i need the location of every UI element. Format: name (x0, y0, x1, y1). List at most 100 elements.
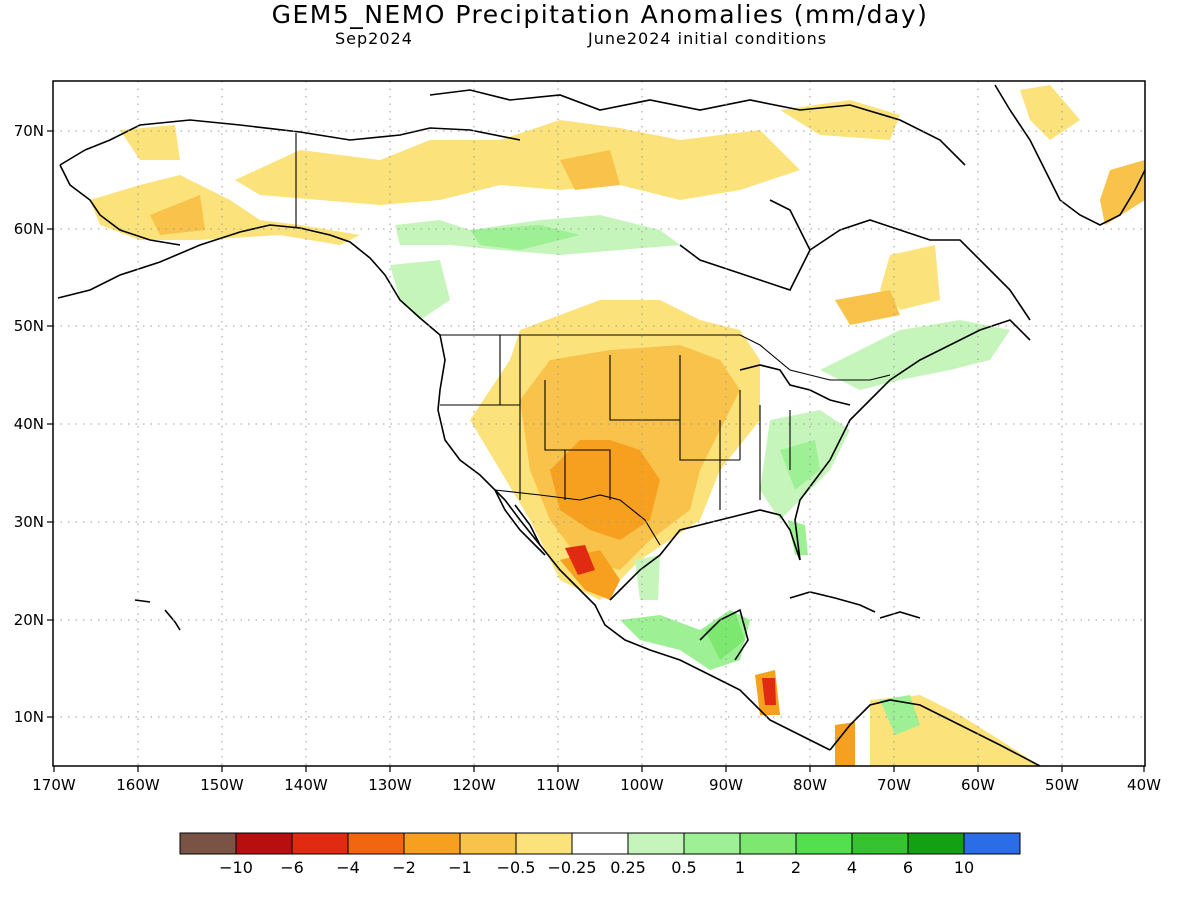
lon-label: 70W (877, 776, 911, 794)
coast-yucatan (699, 608, 749, 661)
coast-east-us (794, 319, 1031, 561)
shade-canada-wet-2 (470, 225, 580, 250)
lon-labels: 170W 160W 150W 140W 130W 120W 110W 100W … (32, 776, 1161, 794)
shade-mexico-dry-very (565, 545, 595, 575)
lon-label: 160W (116, 776, 160, 794)
lon-label: 130W (368, 776, 412, 794)
colorbar-swatch (459, 832, 517, 855)
shade-greenland-east (1100, 160, 1145, 225)
lon-label: 90W (709, 776, 743, 794)
shade-bc-wet (390, 260, 450, 320)
lat-label: 60N (14, 220, 44, 238)
chart-title: GEM5_NEMO Precipitation Anomalies (mm/da… (271, 0, 929, 29)
colorbar-label: −10 (219, 858, 253, 877)
coast-pacific-us (437, 334, 831, 751)
coast-alaska (57, 224, 441, 336)
coast-gulf (609, 509, 801, 601)
shade-quebec-dry-2 (835, 290, 900, 325)
colorbar-label: −1 (448, 858, 472, 877)
colorbar-swatch (515, 832, 573, 855)
coast-hudson (679, 199, 811, 291)
gridlines (53, 81, 1145, 766)
coast-labrador (809, 219, 1031, 321)
colorbar-swatch (851, 832, 909, 855)
shade-alaska-north (120, 125, 180, 160)
coastlines (57, 84, 1145, 766)
init-conditions-label: June2024 initial conditions (588, 29, 828, 48)
tick-marks (47, 130, 1145, 772)
coast-hawaii (134, 599, 181, 631)
colorbar-swatch (963, 832, 1021, 855)
coast-alaska-north (84, 119, 521, 151)
colorbar-swatch (347, 832, 405, 855)
lon-label: 150W (200, 776, 244, 794)
colorbar-labels: −10 −6 −4 −2 −1 −0.5 −0.25 0.25 0.5 1 2 … (219, 858, 974, 877)
lon-label: 110W (536, 776, 580, 794)
coast-arctic-islands (429, 89, 966, 166)
colorbar-label: −0.25 (547, 858, 596, 877)
colorbar-swatch (683, 832, 741, 855)
lat-label: 40N (14, 415, 44, 433)
shade-arctic-dry (235, 120, 800, 205)
shade-florida-wet (788, 520, 808, 555)
colorbar (179, 832, 1021, 855)
colorbar-label: 4 (847, 858, 857, 877)
colorbar-swatch (571, 832, 629, 855)
colorbar-label: 1 (735, 858, 745, 877)
colorbar-label: 10 (954, 858, 974, 877)
coast-greenland (994, 84, 1145, 226)
shade-nicaragua-dry-2 (762, 678, 776, 705)
colorbar-label: −6 (280, 858, 304, 877)
lat-labels: 70N 60N 50N 40N 30N 20N 10N (14, 122, 44, 726)
colorbar-label: 6 (903, 858, 913, 877)
colorbar-swatch (235, 832, 293, 855)
lon-label: 50W (1045, 776, 1079, 794)
shade-sa-wet (880, 695, 920, 735)
lon-label: 80W (793, 776, 827, 794)
lon-label: 120W (452, 776, 496, 794)
shade-gulf-wet (635, 555, 660, 600)
lon-label: 40W (1127, 776, 1161, 794)
colorbar-swatch (739, 832, 797, 855)
lon-label: 60W (961, 776, 995, 794)
shade-quebec-dry (880, 245, 940, 310)
colorbar-swatch (179, 832, 237, 855)
border-us-states (440, 335, 791, 510)
colorbar-swatch (627, 832, 685, 855)
coast-south-america (829, 699, 1041, 766)
colorbar-label: −0.5 (497, 858, 536, 877)
colorbar-swatch (403, 832, 461, 855)
shade-greenland-dry (1020, 85, 1080, 140)
lon-label: 100W (620, 776, 664, 794)
shade-alaska-dry-2 (150, 195, 205, 235)
coast-alaska-west (59, 149, 181, 246)
coast-baja (494, 489, 546, 556)
border-us-mexico (494, 489, 661, 546)
lon-label: 170W (32, 776, 76, 794)
anomaly-shading (90, 85, 1145, 766)
colorbar-swatch (907, 832, 965, 855)
colorbar-label: 2 (791, 858, 801, 877)
lat-label: 70N (14, 122, 44, 140)
colorbar-label: 0.25 (610, 858, 646, 877)
coast-great-lakes (739, 364, 851, 406)
border-us-canada (440, 334, 891, 381)
valid-month-label: Sep2024 (335, 29, 413, 48)
colorbar-swatch (291, 832, 349, 855)
shade-arctic-dry-2 (560, 150, 620, 190)
shade-colombia-dry (835, 722, 855, 766)
political-borders (295, 133, 891, 546)
colorbar-label: 0.5 (671, 858, 696, 877)
lat-label: 50N (14, 317, 44, 335)
lon-label: 140W (284, 776, 328, 794)
coast-cuba (789, 591, 876, 613)
lat-label: 20N (14, 611, 44, 629)
lat-label: 30N (14, 513, 44, 531)
lat-label: 10N (14, 708, 44, 726)
colorbar-swatch (795, 832, 853, 855)
coast-hispaniola (879, 611, 921, 619)
shade-nw-dry (780, 100, 900, 140)
colorbar-label: −4 (336, 858, 360, 877)
shade-us-dry-strong (550, 440, 660, 540)
